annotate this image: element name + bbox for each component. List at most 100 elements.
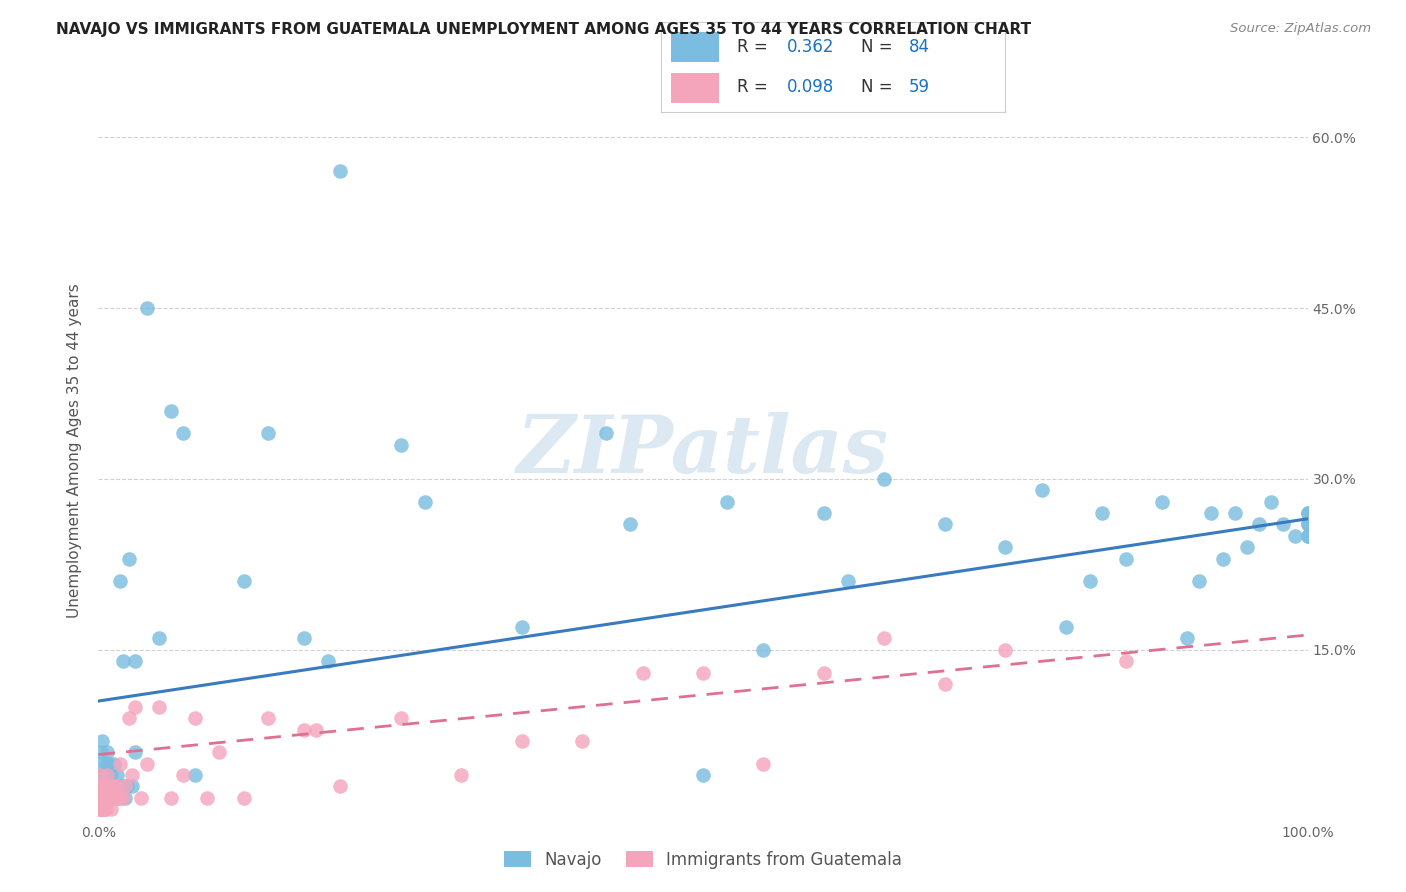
Point <box>1249 517 1271 532</box>
Point <box>510 620 533 634</box>
Point <box>96 745 118 759</box>
Point <box>101 790 124 805</box>
Point <box>813 665 835 680</box>
Point <box>100 780 122 794</box>
Point <box>934 677 956 691</box>
Point <box>195 790 218 805</box>
Point <box>1296 529 1319 543</box>
Point <box>114 780 136 794</box>
Text: R =: R = <box>737 37 773 56</box>
Point <box>118 711 141 725</box>
Point <box>104 790 127 805</box>
Text: ZIPatlas: ZIPatlas <box>517 412 889 489</box>
Point <box>91 802 114 816</box>
Point <box>91 790 114 805</box>
Point <box>813 506 835 520</box>
Point <box>91 790 114 805</box>
Point <box>114 790 136 805</box>
Point <box>91 768 114 782</box>
Point <box>90 745 112 759</box>
Point <box>100 790 122 805</box>
Point <box>111 780 134 794</box>
Point <box>510 734 533 748</box>
Point <box>752 642 775 657</box>
Point <box>1115 551 1137 566</box>
Point <box>619 517 641 532</box>
Point <box>96 780 118 794</box>
Point <box>117 780 139 794</box>
Point <box>994 541 1017 555</box>
Point <box>108 756 131 771</box>
Point <box>692 665 714 680</box>
Point <box>91 768 114 782</box>
Text: N =: N = <box>860 78 897 96</box>
Point <box>97 768 120 782</box>
Point <box>100 780 122 794</box>
Point <box>292 632 315 646</box>
Point <box>100 802 122 816</box>
Text: 59: 59 <box>908 78 929 96</box>
Point <box>1188 574 1211 589</box>
Point <box>305 723 328 737</box>
Point <box>1296 506 1319 520</box>
Point <box>93 802 115 816</box>
Point <box>107 790 129 805</box>
Point <box>107 790 129 805</box>
Point <box>98 780 121 794</box>
Point <box>108 780 131 794</box>
Point <box>1054 620 1077 634</box>
Point <box>87 802 110 816</box>
Point <box>94 790 117 805</box>
Point <box>124 745 146 759</box>
Point <box>124 699 146 714</box>
Legend: Navajo, Immigrants from Guatemala: Navajo, Immigrants from Guatemala <box>498 844 908 875</box>
Point <box>450 768 472 782</box>
Point <box>316 654 339 668</box>
Point <box>129 790 152 805</box>
Point <box>97 790 120 805</box>
Point <box>873 632 896 646</box>
Point <box>111 654 134 668</box>
Point <box>329 780 352 794</box>
Point <box>1296 517 1319 532</box>
Point <box>1223 506 1246 520</box>
Point <box>1175 632 1198 646</box>
Point <box>1284 529 1306 543</box>
Point <box>93 780 115 794</box>
Point <box>89 790 111 805</box>
Point <box>389 438 412 452</box>
Point <box>100 768 122 782</box>
Point <box>1236 541 1258 555</box>
Point <box>172 768 194 782</box>
Text: N =: N = <box>860 37 897 56</box>
Point <box>91 734 114 748</box>
Point <box>692 768 714 782</box>
Point <box>101 790 124 805</box>
Point <box>148 699 170 714</box>
Point <box>93 780 115 794</box>
Point <box>1078 574 1101 589</box>
Point <box>256 711 278 725</box>
Point <box>124 654 146 668</box>
Point <box>1212 551 1234 566</box>
Point <box>873 472 896 486</box>
Point <box>135 301 157 315</box>
Point <box>104 790 127 805</box>
Point <box>184 711 207 725</box>
Point <box>1152 494 1174 508</box>
Point <box>121 768 143 782</box>
Y-axis label: Unemployment Among Ages 35 to 44 years: Unemployment Among Ages 35 to 44 years <box>67 283 83 618</box>
Point <box>89 756 111 771</box>
Point <box>94 802 117 816</box>
Bar <box>671 73 720 103</box>
Point <box>1260 494 1282 508</box>
Point <box>111 790 134 805</box>
Text: 0.098: 0.098 <box>786 78 834 96</box>
Point <box>160 790 183 805</box>
Point <box>89 802 111 816</box>
Point <box>89 790 111 805</box>
Point <box>232 574 254 589</box>
Point <box>413 494 436 508</box>
Point <box>934 517 956 532</box>
Text: NAVAJO VS IMMIGRANTS FROM GUATEMALA UNEMPLOYMENT AMONG AGES 35 TO 44 YEARS CORRE: NAVAJO VS IMMIGRANTS FROM GUATEMALA UNEM… <box>56 22 1032 37</box>
